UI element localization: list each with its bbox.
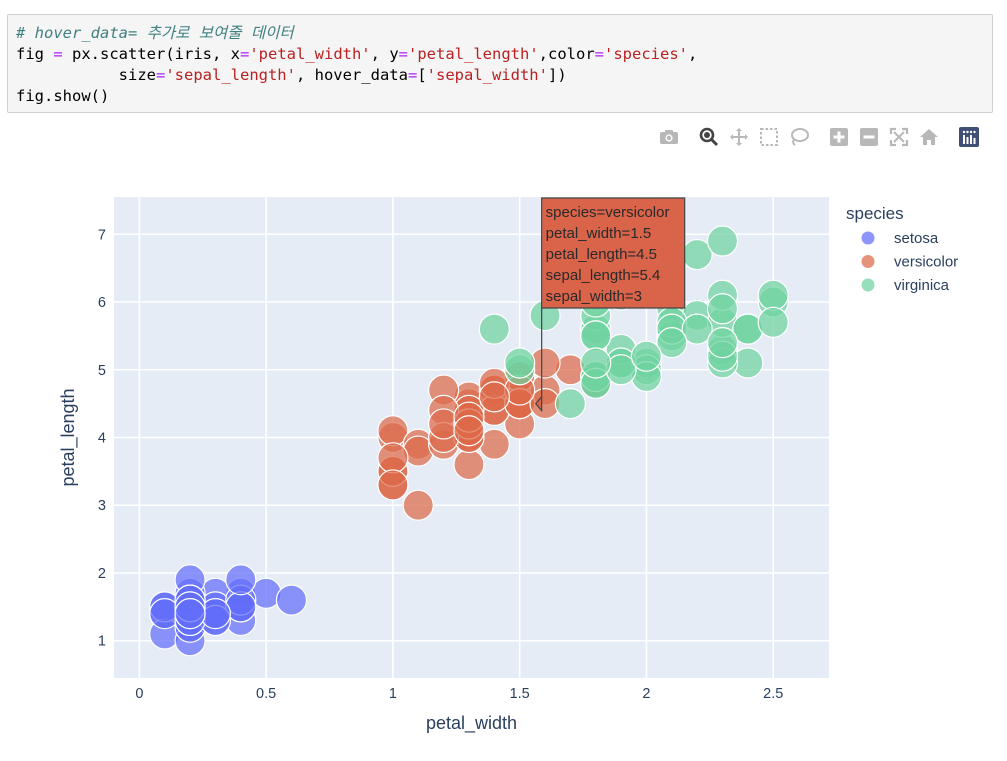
x-tick-label: 1.5 <box>510 686 530 702</box>
scatter-point-virginica <box>630 340 663 372</box>
x-tick-label: 0.5 <box>256 686 276 702</box>
scatter-point-versicolor <box>377 469 409 501</box>
scatter-point-virginica <box>706 293 739 325</box>
code-comment: # hover_data= 추가로 보여줄 데이터 <box>16 24 294 42</box>
scatter-point-virginica <box>478 313 510 345</box>
y-tick-label: 1 <box>98 634 106 650</box>
y-tick-label: 2 <box>98 566 106 582</box>
x-tick-labels: 0 0.5 1 1.5 2 2.5 <box>135 686 783 702</box>
x-tick-label: 2 <box>642 686 650 702</box>
camera-icon[interactable] <box>658 126 680 148</box>
scatter-point-versicolor <box>453 415 485 447</box>
zoom-in-icon[interactable] <box>828 126 850 148</box>
legend: species setosa versicolor virginica <box>846 204 958 294</box>
scatter-point-versicolor <box>402 489 434 521</box>
scatter-point-virginica <box>706 225 739 257</box>
hover-line: sepal_length=5.4 <box>546 267 661 284</box>
y-axis-title: petal_length <box>58 388 79 486</box>
legend-marker-setosa <box>861 231 875 245</box>
scatter-point-versicolor <box>377 442 409 474</box>
scatter-point-virginica <box>554 388 586 420</box>
reset-axes-icon[interactable] <box>918 126 940 148</box>
scatter-point-virginica <box>580 320 612 352</box>
scatter-point-setosa <box>275 584 308 616</box>
hover-line: sepal_width=3 <box>546 288 642 305</box>
x-axis-title: petal_width <box>426 713 517 734</box>
scatter-point-virginica <box>757 279 789 311</box>
zoom-out-icon[interactable] <box>858 126 880 148</box>
scatter-point-virginica <box>656 327 688 359</box>
y-tick-label: 6 <box>98 295 106 311</box>
legend-marker-versicolor <box>861 255 875 268</box>
legend-marker-virginica <box>861 278 875 292</box>
modebar <box>656 126 986 150</box>
lasso-select-icon[interactable] <box>788 126 810 148</box>
scatter-point-virginica <box>681 313 713 345</box>
legend-title: species <box>846 204 904 223</box>
pan-icon[interactable] <box>728 126 750 148</box>
y-tick-label: 7 <box>98 227 106 243</box>
y-tick-label: 4 <box>98 431 106 447</box>
x-tick-label: 1 <box>389 686 397 702</box>
hover-line: petal_length=4.5 <box>546 246 657 263</box>
plotly-logo-icon[interactable] <box>958 126 980 148</box>
data-points <box>149 225 789 657</box>
y-tick-labels: 1 2 3 4 5 6 7 <box>98 227 106 649</box>
y-tick-label: 5 <box>98 363 106 379</box>
scatter-point-setosa <box>174 598 206 630</box>
code-line-2: fig = px.scatter(iris, x='petal_width', … <box>16 45 698 63</box>
code-line-4: fig.show() <box>16 87 110 105</box>
legend-label-setosa[interactable]: setosa <box>894 230 939 247</box>
autoscale-icon[interactable] <box>888 126 910 148</box>
scatter-point-virginica <box>706 327 739 359</box>
scatter-point-virginica <box>504 347 536 379</box>
scatter-point-virginica <box>757 306 789 338</box>
legend-label-versicolor[interactable]: versicolor <box>894 254 958 271</box>
scatter-point-setosa <box>225 564 257 596</box>
hover-label: species=versicolor petal_width=1.5 petal_l… <box>534 197 686 413</box>
x-tick-label: 2.5 <box>763 686 783 702</box>
hover-box <box>534 197 686 413</box>
x-tick-label: 0 <box>135 686 143 702</box>
code-cell[interactable]: # hover_data= 추가로 보여줄 데이터 fig = px.scatt… <box>7 14 993 113</box>
zoom-icon[interactable] <box>698 126 720 148</box>
hover-line: petal_width=1.5 <box>546 225 652 242</box>
code-line-3: size='sepal_length', hover_data=['sepal_… <box>16 66 567 84</box>
scatter-point-versicolor <box>478 381 510 413</box>
scatter-chart[interactable]: 0 0.5 1 1.5 2 2.5 1 2 3 4 5 6 7 petal_width petal_l… <box>0 150 1007 761</box>
box-select-icon[interactable] <box>758 126 780 148</box>
y-tick-label: 3 <box>98 498 106 514</box>
legend-label-virginica[interactable]: virginica <box>894 277 950 294</box>
scatter-point-virginica <box>580 347 612 379</box>
scatter-point-versicolor <box>453 448 485 481</box>
hover-line: species=versicolor <box>546 204 670 221</box>
